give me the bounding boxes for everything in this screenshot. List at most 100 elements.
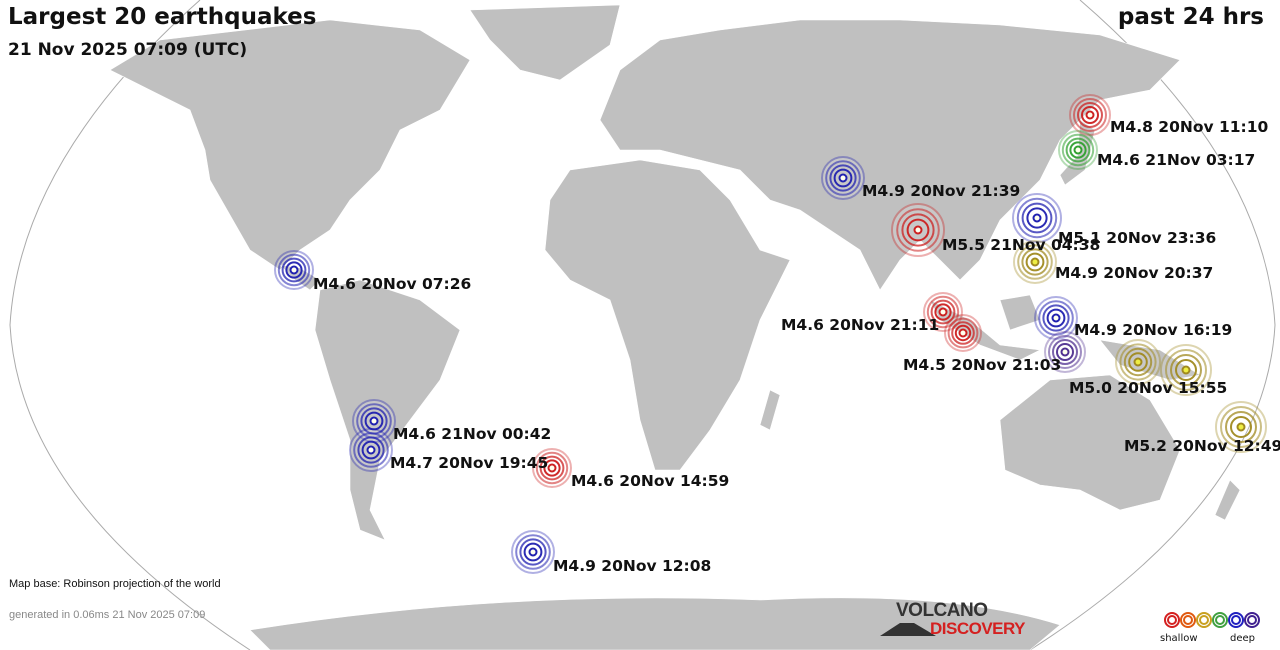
- marker-center: [958, 328, 968, 338]
- earthquake-label[interactable]: M4.6 21Nov 00:42: [393, 425, 552, 443]
- marker-ring: [1025, 252, 1045, 272]
- marker-center: [1030, 257, 1040, 267]
- earthquake-label[interactable]: M4.9 20Nov 21:39: [862, 182, 1021, 200]
- earthquake-marker[interactable]: [511, 530, 555, 574]
- earthquake-label[interactable]: M5.0 20Nov 15:55: [1069, 379, 1228, 397]
- volcano-icon: [880, 623, 936, 636]
- marker-ring: [896, 208, 940, 252]
- marker-center: [366, 445, 376, 455]
- marker-center: [1073, 145, 1083, 155]
- marker-ring: [1026, 207, 1048, 229]
- marker-ring: [523, 542, 543, 562]
- marker-ring: [833, 168, 853, 188]
- earthquake-label[interactable]: M4.6 20Nov 21:11: [781, 316, 940, 334]
- map-title: Largest 20 earthquakes: [8, 4, 317, 30]
- earthquake-label[interactable]: M5.1 20Nov 23:36: [1058, 229, 1217, 247]
- earthquake-marker[interactable]: [1012, 193, 1062, 243]
- earthquake-marker[interactable]: [821, 156, 865, 200]
- earthquake-marker[interactable]: [891, 203, 945, 257]
- map-datetime: 21 Nov 2025 07:09 (UTC): [8, 40, 248, 60]
- earthquake-label[interactable]: M5.5 21Nov 04:38: [942, 236, 1101, 254]
- marker-center: [1051, 313, 1061, 323]
- marker-ring: [1119, 343, 1157, 381]
- marker-ring: [1170, 354, 1202, 386]
- marker-center: [547, 463, 557, 473]
- earthquake-marker[interactable]: [1160, 344, 1212, 396]
- marker-ring: [543, 459, 561, 477]
- legend-ring: [1196, 612, 1212, 628]
- earthquake-marker[interactable]: [1044, 331, 1086, 373]
- marker-ring: [1081, 106, 1099, 124]
- marker-ring: [277, 253, 311, 287]
- marker-ring: [951, 321, 975, 345]
- marker-ring: [926, 295, 960, 329]
- earthquake-marker[interactable]: [274, 250, 314, 290]
- earthquake-marker[interactable]: [532, 448, 572, 488]
- marker-center: [1032, 213, 1042, 223]
- marker-ring: [906, 218, 930, 242]
- earthquake-marker[interactable]: [923, 292, 963, 332]
- earthquake-label[interactable]: M4.9 20Nov 12:08: [553, 557, 712, 575]
- marker-ring: [1065, 137, 1091, 163]
- marker-ring: [1021, 202, 1053, 234]
- marker-center: [938, 307, 948, 317]
- generated-note: generated in 0.06ms 21 Nov 2025 07:09: [9, 609, 206, 621]
- legend-ring: [1199, 615, 1209, 625]
- marker-ring: [1073, 98, 1107, 132]
- marker-ring: [1061, 133, 1095, 167]
- earthquake-label[interactable]: M4.7 20Nov 19:45: [390, 454, 549, 472]
- marker-ring: [1225, 411, 1257, 443]
- earthquake-label[interactable]: M4.9 20Nov 20:37: [1055, 264, 1214, 282]
- marker-ring: [519, 538, 547, 566]
- legend-ring: [1231, 615, 1241, 625]
- logo-line1: VOLCANO: [896, 600, 988, 621]
- earthquake-marker[interactable]: [1034, 296, 1078, 340]
- earthquake-label[interactable]: M4.6 21Nov 03:17: [1097, 151, 1256, 169]
- earthquake-marker[interactable]: [1013, 240, 1057, 284]
- marker-ring: [829, 164, 857, 192]
- marker-ring: [361, 440, 381, 460]
- marker-ring: [285, 261, 303, 279]
- marker-center: [913, 225, 923, 235]
- marker-ring: [1128, 352, 1148, 372]
- earthquake-marker[interactable]: [1069, 94, 1111, 136]
- earthquake-label[interactable]: M4.8 20Nov 11:10: [1110, 118, 1269, 136]
- marker-ring: [1056, 343, 1074, 361]
- earthquake-label[interactable]: M5.2 20Nov 12:49: [1124, 437, 1280, 455]
- marker-ring: [901, 213, 935, 247]
- earthquake-label[interactable]: M4.9 20Nov 16:19: [1074, 321, 1233, 339]
- earthquake-label[interactable]: M4.6 20Nov 14:59: [571, 472, 730, 490]
- earthquake-marker[interactable]: [1058, 130, 1098, 170]
- earthquake-label[interactable]: M4.6 20Nov 07:26: [313, 275, 472, 293]
- marker-ring: [1046, 308, 1066, 328]
- marker-center: [1236, 422, 1246, 432]
- marker-ring: [1017, 244, 1053, 280]
- legend-ring: [1164, 612, 1180, 628]
- marker-ring: [1123, 347, 1153, 377]
- earthquake-label[interactable]: M4.5 20Nov 21:03: [903, 356, 1062, 374]
- marker-ring: [535, 451, 569, 485]
- marker-center: [1085, 110, 1095, 120]
- legend-ring: [1212, 612, 1228, 628]
- map-outline: [9, 0, 1276, 650]
- marker-center: [369, 416, 379, 426]
- marker-ring: [1042, 304, 1070, 332]
- marker-center: [1181, 365, 1191, 375]
- marker-ring: [825, 160, 861, 196]
- marker-ring: [281, 257, 307, 283]
- marker-ring: [1038, 300, 1074, 336]
- marker-center: [1133, 357, 1143, 367]
- earthquake-marker[interactable]: [1215, 401, 1267, 453]
- depth-legend: shallow deep: [1160, 610, 1264, 645]
- earthquake-marker[interactable]: [349, 428, 393, 472]
- legend-ring: [1180, 612, 1196, 628]
- marker-ring: [364, 411, 384, 431]
- earthquake-marker[interactable]: [944, 314, 982, 352]
- map-base-note: Map base: Robinson projection of the wor…: [9, 578, 221, 590]
- earthquake-marker[interactable]: [1115, 339, 1161, 385]
- marker-ring: [1069, 141, 1087, 159]
- marker-ring: [954, 324, 972, 342]
- marker-ring: [1077, 102, 1103, 128]
- marker-ring: [930, 299, 956, 325]
